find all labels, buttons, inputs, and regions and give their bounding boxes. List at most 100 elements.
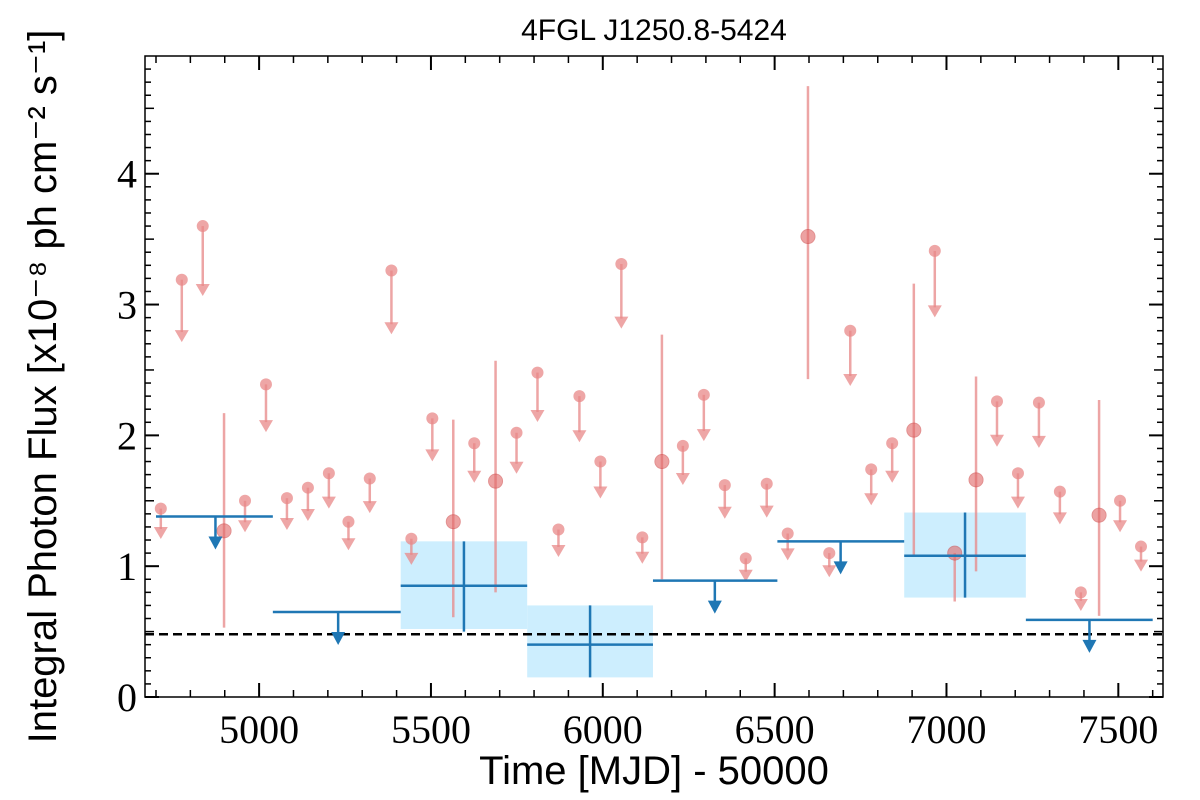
fine-upper-limit-point — [781, 527, 794, 540]
fine-upper-limit-arrow — [572, 430, 587, 443]
fine-upper-limit-arrow — [174, 330, 189, 343]
fine-upper-limit-point — [1074, 586, 1087, 599]
fine-upper-limit-point — [154, 502, 167, 515]
fine-upper-limit-arrow — [1010, 496, 1025, 509]
fine-upper-limit-arrow — [238, 520, 253, 533]
axis-ticks: 5000 5500 6000 6500 7000 7500 0 1 2 3 4 — [117, 56, 1163, 752]
fine-detection-point — [800, 229, 816, 245]
fine-upper-limit-point — [1053, 485, 1066, 498]
y-tick-label: 1 — [117, 544, 137, 589]
x-tick-label: 5500 — [391, 707, 471, 752]
fine-upper-limit-arrow — [530, 409, 545, 422]
y-tick-label: 3 — [117, 283, 137, 328]
fine-upper-limit-point — [760, 477, 773, 490]
fine-upper-limit-arrow — [989, 434, 1004, 447]
fine-upper-limit-arrow — [738, 569, 753, 582]
fine-upper-limit-arrow — [864, 493, 879, 506]
fine-upper-limit-arrow — [1134, 559, 1149, 572]
fine-upper-limit-point — [697, 388, 710, 401]
fine-upper-limit-point — [301, 481, 314, 494]
fine-upper-limit-arrow — [551, 544, 566, 557]
fine-upper-limit-arrow — [404, 552, 419, 565]
fine-detection-point — [968, 472, 984, 488]
x-tick-label: 7000 — [906, 707, 986, 752]
fine-upper-limit-arrow — [1113, 520, 1128, 533]
x-tick-label: 7500 — [1078, 707, 1158, 752]
fine-upper-limit-arrow — [635, 551, 650, 564]
fine-upper-limit-point — [1135, 540, 1148, 553]
fine-upper-limit-arrow — [675, 472, 690, 485]
coarse-upper-limit-arrow — [1082, 639, 1097, 653]
fine-upper-limit-point — [636, 531, 649, 544]
fine-upper-limit-point — [865, 463, 878, 476]
fine-upper-limit-point — [405, 532, 418, 545]
coarse-upper-limit-arrow — [331, 631, 346, 645]
fine-upper-limit-arrow — [153, 526, 168, 539]
fine-upper-limit-point — [239, 494, 252, 507]
fine-upper-limit-point — [1032, 396, 1045, 409]
fine-upper-limit-arrow — [425, 449, 440, 462]
fine-upper-limit-arrow — [341, 538, 356, 551]
fine-upper-limit-point — [531, 366, 544, 379]
plot-frame — [144, 55, 1164, 698]
fine-upper-limit-arrow — [1031, 435, 1046, 448]
fine-upper-limit-point — [175, 273, 188, 286]
fine-upper-limit-point — [615, 257, 628, 270]
fine-detection-point — [216, 523, 232, 539]
x-tick-label: 6000 — [563, 707, 643, 752]
fine-upper-limit-arrow — [258, 420, 273, 433]
fine-upper-limit-point — [342, 515, 355, 528]
y-tick-label: 0 — [117, 675, 137, 720]
fine-upper-limit-point — [823, 547, 836, 560]
fine-upper-limit-arrow — [362, 501, 377, 514]
fine-upper-limit-arrow — [321, 496, 336, 509]
y-tick-label: 4 — [117, 152, 137, 197]
fine-upper-limit-arrow — [384, 322, 399, 335]
fine-upper-limit-point — [259, 378, 272, 391]
fine-upper-limit-arrow — [614, 316, 629, 329]
fine-upper-limit-point — [844, 324, 857, 337]
fine-upper-limit-arrow — [885, 470, 900, 483]
x-tick-label: 5000 — [219, 707, 299, 752]
fine-upper-limit-point — [718, 479, 731, 492]
fine-detection-point — [906, 422, 922, 438]
fine-upper-limit-arrow — [843, 373, 858, 386]
fine-upper-limit-point — [928, 244, 941, 257]
y-axis-label: Integral Photon Flux [x10⁻⁸ ph cm⁻² s⁻¹] — [21, 30, 65, 744]
fine-upper-limit-point — [676, 439, 689, 452]
fine-upper-limit-point — [1114, 494, 1127, 507]
fine-upper-limit-arrow — [927, 305, 942, 318]
fine-upper-limit-arrow — [279, 517, 294, 530]
fine-bin-series — [153, 86, 1149, 628]
fine-detection-point — [1091, 507, 1107, 523]
x-tick-label: 6500 — [735, 707, 815, 752]
fine-upper-limit-point — [426, 412, 439, 425]
fine-upper-limit-arrow — [759, 505, 774, 518]
fine-upper-limit-point — [196, 220, 209, 233]
fine-detection-point — [445, 514, 461, 530]
fine-upper-limit-arrow — [780, 548, 795, 561]
y-tick-label: 2 — [117, 413, 137, 458]
fine-detection-point — [947, 545, 963, 561]
fine-upper-limit-point — [886, 437, 899, 450]
fine-detection-point — [654, 454, 670, 470]
x-axis-label: Time [MJD] - 50000 — [479, 749, 829, 793]
fine-upper-limit-arrow — [195, 283, 210, 296]
fine-upper-limit-point — [594, 455, 607, 468]
coarse-bin-series — [155, 512, 1153, 678]
chart-title: 4FGL J1250.8-5424 — [521, 14, 787, 47]
fine-upper-limit-point — [739, 552, 752, 565]
fine-upper-limit-point — [363, 472, 376, 485]
coarse-upper-limit-arrow — [707, 600, 722, 614]
fine-upper-limit-point — [385, 264, 398, 277]
fine-upper-limit-arrow — [1052, 512, 1067, 525]
fine-upper-limit-arrow — [593, 486, 608, 499]
fine-upper-limit-arrow — [717, 506, 732, 519]
fine-upper-limit-arrow — [696, 429, 711, 442]
fine-upper-limit-arrow — [467, 470, 482, 483]
fine-upper-limit-arrow — [822, 565, 837, 578]
fine-upper-limit-point — [990, 395, 1003, 408]
fine-upper-limit-point — [280, 492, 293, 505]
fine-upper-limit-point — [1011, 467, 1024, 480]
